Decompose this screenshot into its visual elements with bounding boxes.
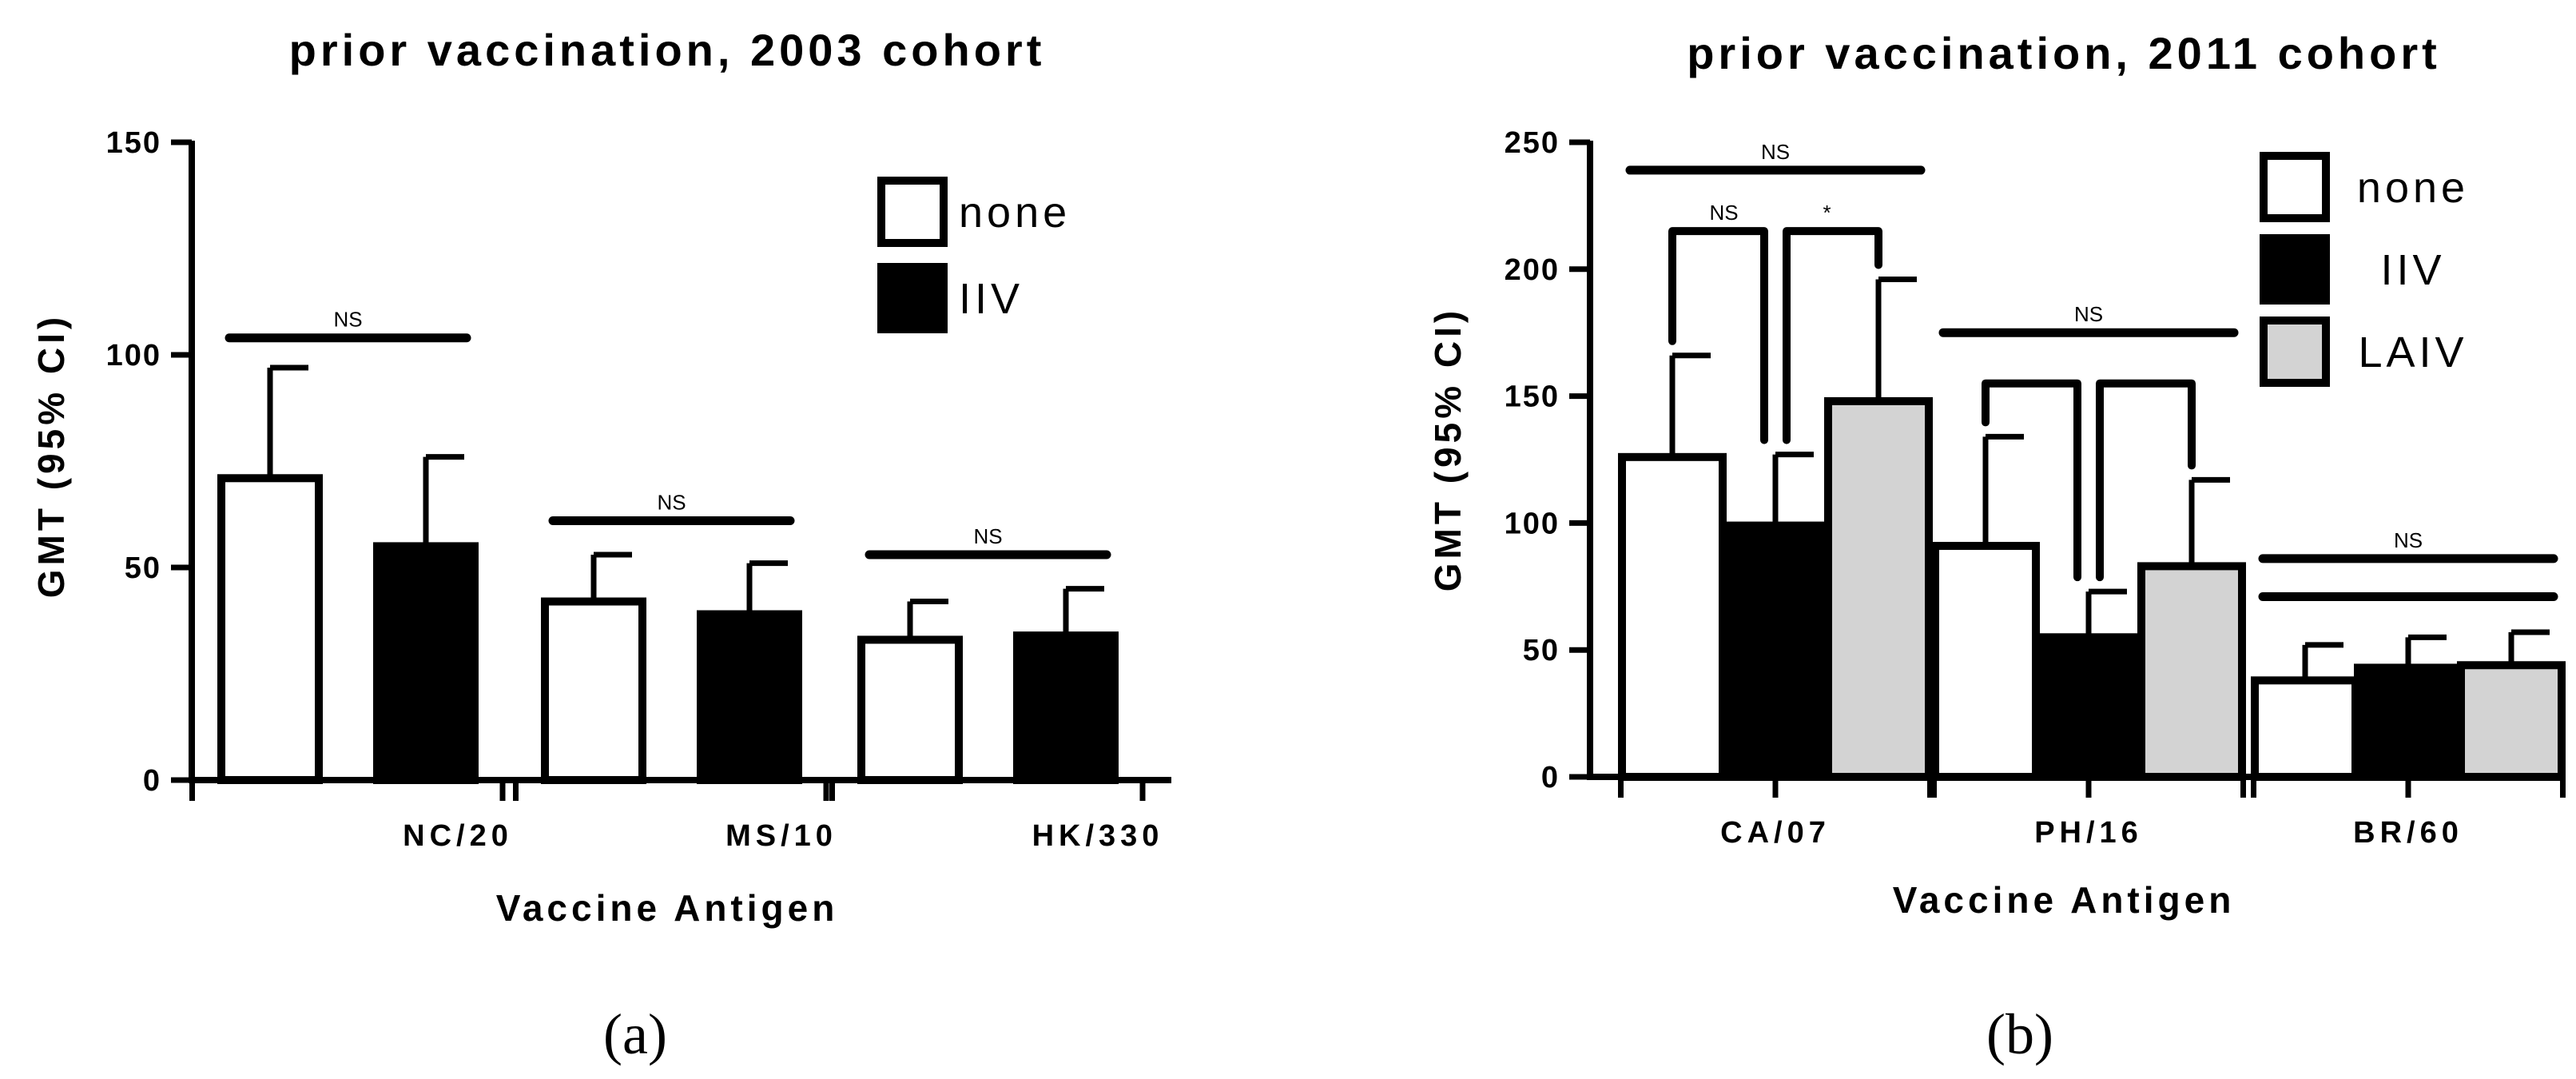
- chart-a-legend-swatch-iiv: [877, 263, 948, 333]
- chart-b-legend-label-none: none: [2357, 164, 2469, 212]
- chart-b-bar-laiv: [1824, 396, 1933, 781]
- chart-b-bar-none: [1618, 452, 1727, 781]
- chart-b-bar-laiv: [2137, 562, 2246, 782]
- chart-b-xlabel: Vaccine Antigen: [1893, 879, 2236, 921]
- chart-b-significance-label: NS: [2074, 302, 2103, 326]
- chart-a-xlabel: Vaccine Antigen: [496, 887, 839, 929]
- chart-a-bar-iiv: [373, 542, 479, 785]
- chart-b-category-label: PH/16: [2034, 816, 2143, 850]
- chart-a-y-tick-label: 100: [106, 339, 161, 372]
- chart-a-bar-none: [217, 474, 323, 785]
- chart-b-significance-label: NS: [2394, 528, 2423, 552]
- chart-a-y-tick-label: 50: [125, 551, 161, 585]
- chart-b-y-tick-label: 50: [1523, 634, 1560, 667]
- chart-a-bar-iiv: [1013, 631, 1119, 784]
- chart-b-significance-bracket: [1668, 227, 1768, 444]
- chart-a-legend-label-iiv: IIV: [959, 275, 1024, 323]
- chart-a-legend-label-none: none: [959, 189, 1071, 237]
- chart-a-title: prior vaccination, 2003 cohort: [289, 25, 1046, 75]
- chart-b-category-label: CA/07: [1720, 816, 1831, 850]
- chart-a-significance-label: NS: [657, 490, 686, 514]
- chart-a-significance-label: NS: [973, 524, 1002, 548]
- panel-a-label: (a): [603, 1002, 667, 1066]
- chart-a-ylabel: GMT (95% CI): [30, 313, 72, 598]
- panel-b-label: (b): [1986, 1002, 2053, 1066]
- chart-b-significance-bracket: [2096, 379, 2196, 582]
- chart-b-legend-swatch-iiv: [2260, 234, 2330, 305]
- chart-a-category-label: NC/20: [403, 819, 513, 853]
- chart-b-y-tick-label: 100: [1505, 507, 1560, 540]
- chart-b-legend-swatch-laiv: [2260, 317, 2330, 387]
- panel-a-chart: prior vaccination, 2003 cohort Vaccine A…: [30, 25, 1171, 1066]
- chart-a-bar-none: [857, 635, 963, 784]
- chart-a-category-label: MS/10: [725, 819, 837, 853]
- chart-b-y-tick-label: 250: [1505, 126, 1560, 160]
- chart-b-title: prior vaccination, 2011 cohort: [1687, 28, 2441, 78]
- chart-b-significance-label: NS: [1709, 201, 1738, 225]
- chart-a-category-label: HK/330: [1032, 819, 1164, 853]
- chart-b-y-tick-label: 0: [1541, 761, 1560, 794]
- chart-b-significance-bracket: [1783, 227, 1882, 444]
- chart-b-bar-none: [2251, 676, 2359, 782]
- chart-b-bar-none: [1931, 541, 2040, 781]
- chart-a-legend-swatch-none: [877, 177, 948, 247]
- panel-b-chart: prior vaccination, 2011 cohort Vaccine A…: [1427, 28, 2566, 1066]
- chart-a-y-tick-label: 0: [143, 764, 161, 798]
- chart-b-legend-label-iiv: IIV: [2380, 246, 2445, 294]
- chart-a-bar-none: [541, 597, 646, 784]
- chart-b-legend-swatch-none: [2260, 152, 2330, 222]
- chart-a-bar-iiv: [697, 610, 802, 785]
- chart-b-legend-label-laiv: LAIV: [2358, 328, 2467, 376]
- chart-b-bar-iiv: [2034, 633, 2143, 781]
- chart-b-category-label: BR/60: [2353, 816, 2463, 850]
- chart-a-significance-label: NS: [333, 308, 362, 332]
- chart-b-significance-label: *: [1823, 201, 1831, 225]
- chart-b-bar-laiv: [2457, 661, 2566, 781]
- chart-b-significance-label: NS: [1761, 140, 1790, 164]
- chart-b-bar-iiv: [1721, 521, 1830, 781]
- chart-a-y-tick-label: 150: [106, 126, 161, 160]
- chart-b-bar-iiv: [2354, 663, 2463, 781]
- chart-b-y-tick-label: 200: [1505, 253, 1560, 287]
- chart-b-y-tick-label: 150: [1505, 380, 1560, 414]
- chart-b-ylabel: GMT (95% CI): [1427, 307, 1469, 591]
- chart-b-significance-bracket: [1982, 379, 2081, 582]
